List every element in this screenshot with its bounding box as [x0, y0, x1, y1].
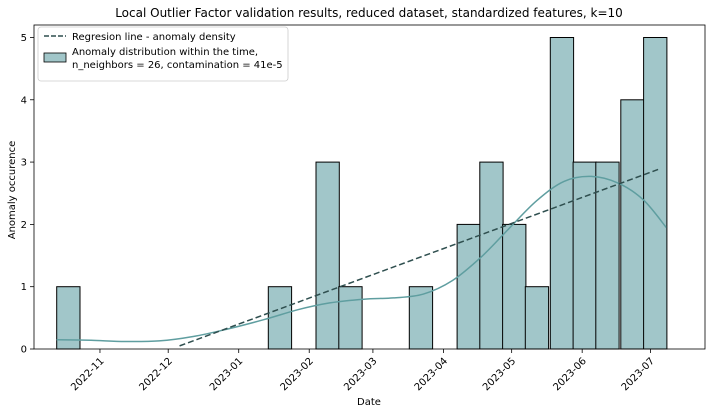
- y-axis-label: Anomaly occurence: [7, 141, 18, 240]
- x-tick-label: 2023-02: [279, 356, 316, 393]
- x-tick-label: 2023-01: [208, 356, 245, 393]
- y-tick-label: 4: [21, 95, 27, 106]
- y-axis-ticks: 0 1 2 3 4 5: [21, 33, 34, 356]
- histogram-bar-12: [338, 286, 363, 350]
- x-tick-label: 2022-12: [138, 356, 175, 393]
- x-tick-label: 2023-04: [413, 356, 450, 393]
- histogram-bar-22: [572, 161, 597, 350]
- x-axis-label: Date: [357, 397, 381, 408]
- legend-label-distribution-line-0: Anomaly distribution within the time,: [72, 47, 258, 58]
- legend-label-distribution: Anomaly distribution within the time, n_n…: [72, 47, 283, 71]
- histogram-bar-23: [595, 161, 620, 350]
- x-tick-label: 2023-06: [551, 356, 588, 393]
- legend-label-regression: Regresion line - anomaly density: [72, 32, 236, 43]
- y-tick-label: 5: [21, 33, 27, 44]
- plot-area-frame: [33, 24, 706, 350]
- chart-title: Local Outlier Factor validation results,…: [115, 6, 623, 20]
- x-tick-label: 2023-07: [620, 356, 657, 393]
- y-tick-label: 3: [21, 158, 27, 169]
- histogram-bar-11: [315, 161, 340, 350]
- histogram-bar-25: [643, 37, 668, 350]
- y-tick-label: 2: [21, 220, 27, 231]
- histogram-bar-21: [549, 37, 575, 350]
- legend: Regresion line - anomaly density Anomaly…: [37, 26, 289, 82]
- histogram-bar-17: [456, 223, 481, 350]
- histogram-bar-24: [620, 99, 645, 350]
- histogram-bar-20: [524, 286, 550, 350]
- x-axis-ticks: 2022-11 2022-12 2023-01 2023-02 2023-03 2023-…: [69, 349, 657, 393]
- legend-bar-swatch: [43, 52, 67, 63]
- x-tick-label: 2022-11: [69, 356, 106, 393]
- legend-label-distribution-line-1: n_neighbors = 26, contamination = 41e-5: [72, 60, 283, 71]
- histogram-bar-19: [502, 223, 527, 350]
- y-tick-label: 0: [21, 345, 27, 356]
- x-tick-label: 2023-05: [481, 356, 518, 393]
- y-tick-label: 1: [21, 282, 27, 293]
- histogram-bars: [56, 37, 668, 350]
- legend-box: [37, 26, 289, 82]
- kde-curve: [56, 175, 667, 343]
- x-tick-label: 2023-03: [342, 356, 379, 393]
- regression-line: [179, 168, 660, 347]
